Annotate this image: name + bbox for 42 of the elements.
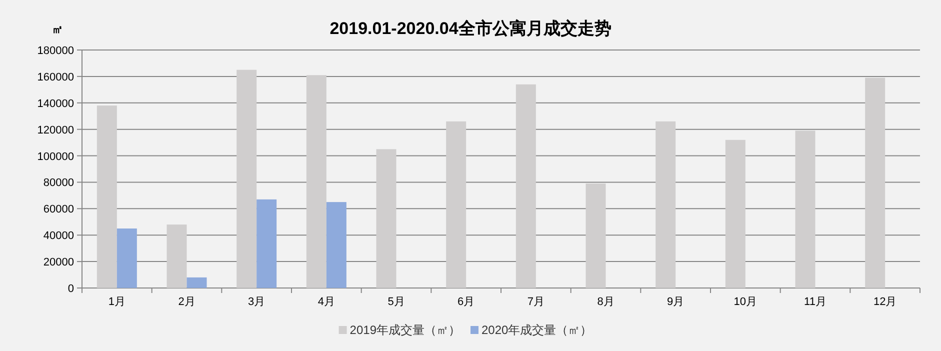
bar <box>326 202 346 288</box>
x-tick-label: 4月 <box>318 296 335 308</box>
y-tick-label: 80000 <box>43 177 74 190</box>
bar <box>725 140 746 288</box>
y-tick-label: 180000 <box>37 45 74 57</box>
y-tick-label: 140000 <box>37 98 74 110</box>
x-tick-label: 3月 <box>248 296 266 308</box>
x-tick-label: 11月 <box>804 296 826 308</box>
bar <box>186 277 207 288</box>
legend-label: 2020年成交量（㎡） <box>482 323 592 337</box>
y-tick-label: 40000 <box>43 230 74 242</box>
y-tick-label: 120000 <box>37 124 74 136</box>
bar <box>96 106 117 288</box>
y-axis-title: ㎡ <box>52 24 63 36</box>
bar <box>116 228 137 288</box>
x-tick-label: 6月 <box>458 296 475 308</box>
bar <box>586 184 606 288</box>
bar <box>516 84 536 288</box>
bar <box>656 121 676 288</box>
y-tick-label: 160000 <box>37 71 74 84</box>
bar <box>236 70 257 288</box>
bar <box>256 199 277 288</box>
x-tick-label: 2月 <box>178 296 196 308</box>
y-tick-label: 20000 <box>43 256 74 269</box>
bar <box>446 121 466 288</box>
x-tick-label: 12月 <box>873 296 897 308</box>
bar <box>865 78 886 288</box>
bar <box>795 130 816 288</box>
x-tick-label: 7月 <box>527 296 544 308</box>
y-tick-label: 0 <box>68 283 74 295</box>
x-tick-label: 5月 <box>388 296 405 308</box>
x-tick-label: 9月 <box>667 296 684 308</box>
x-tick-label: 8月 <box>597 296 614 308</box>
x-tick-label: 1月 <box>108 296 126 308</box>
y-tick-label: 100000 <box>37 150 74 163</box>
chart-title: 2019.01-2020.04全市公寓月成交走势 <box>330 19 612 38</box>
bar <box>166 224 187 288</box>
legend-label: 2019年成交量（㎡） <box>350 323 460 337</box>
y-tick-label: 60000 <box>43 204 74 216</box>
bar <box>306 75 326 288</box>
x-tick-label: 10月 <box>734 296 758 308</box>
bar <box>376 149 396 288</box>
